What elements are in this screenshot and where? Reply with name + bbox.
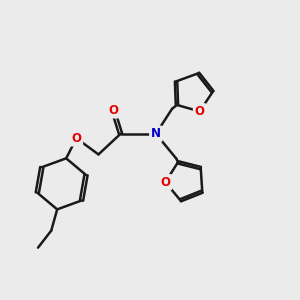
Text: O: O: [108, 104, 118, 117]
Text: O: O: [195, 105, 205, 118]
Text: O: O: [71, 132, 81, 145]
Text: N: N: [151, 127, 161, 140]
Text: O: O: [160, 176, 170, 189]
